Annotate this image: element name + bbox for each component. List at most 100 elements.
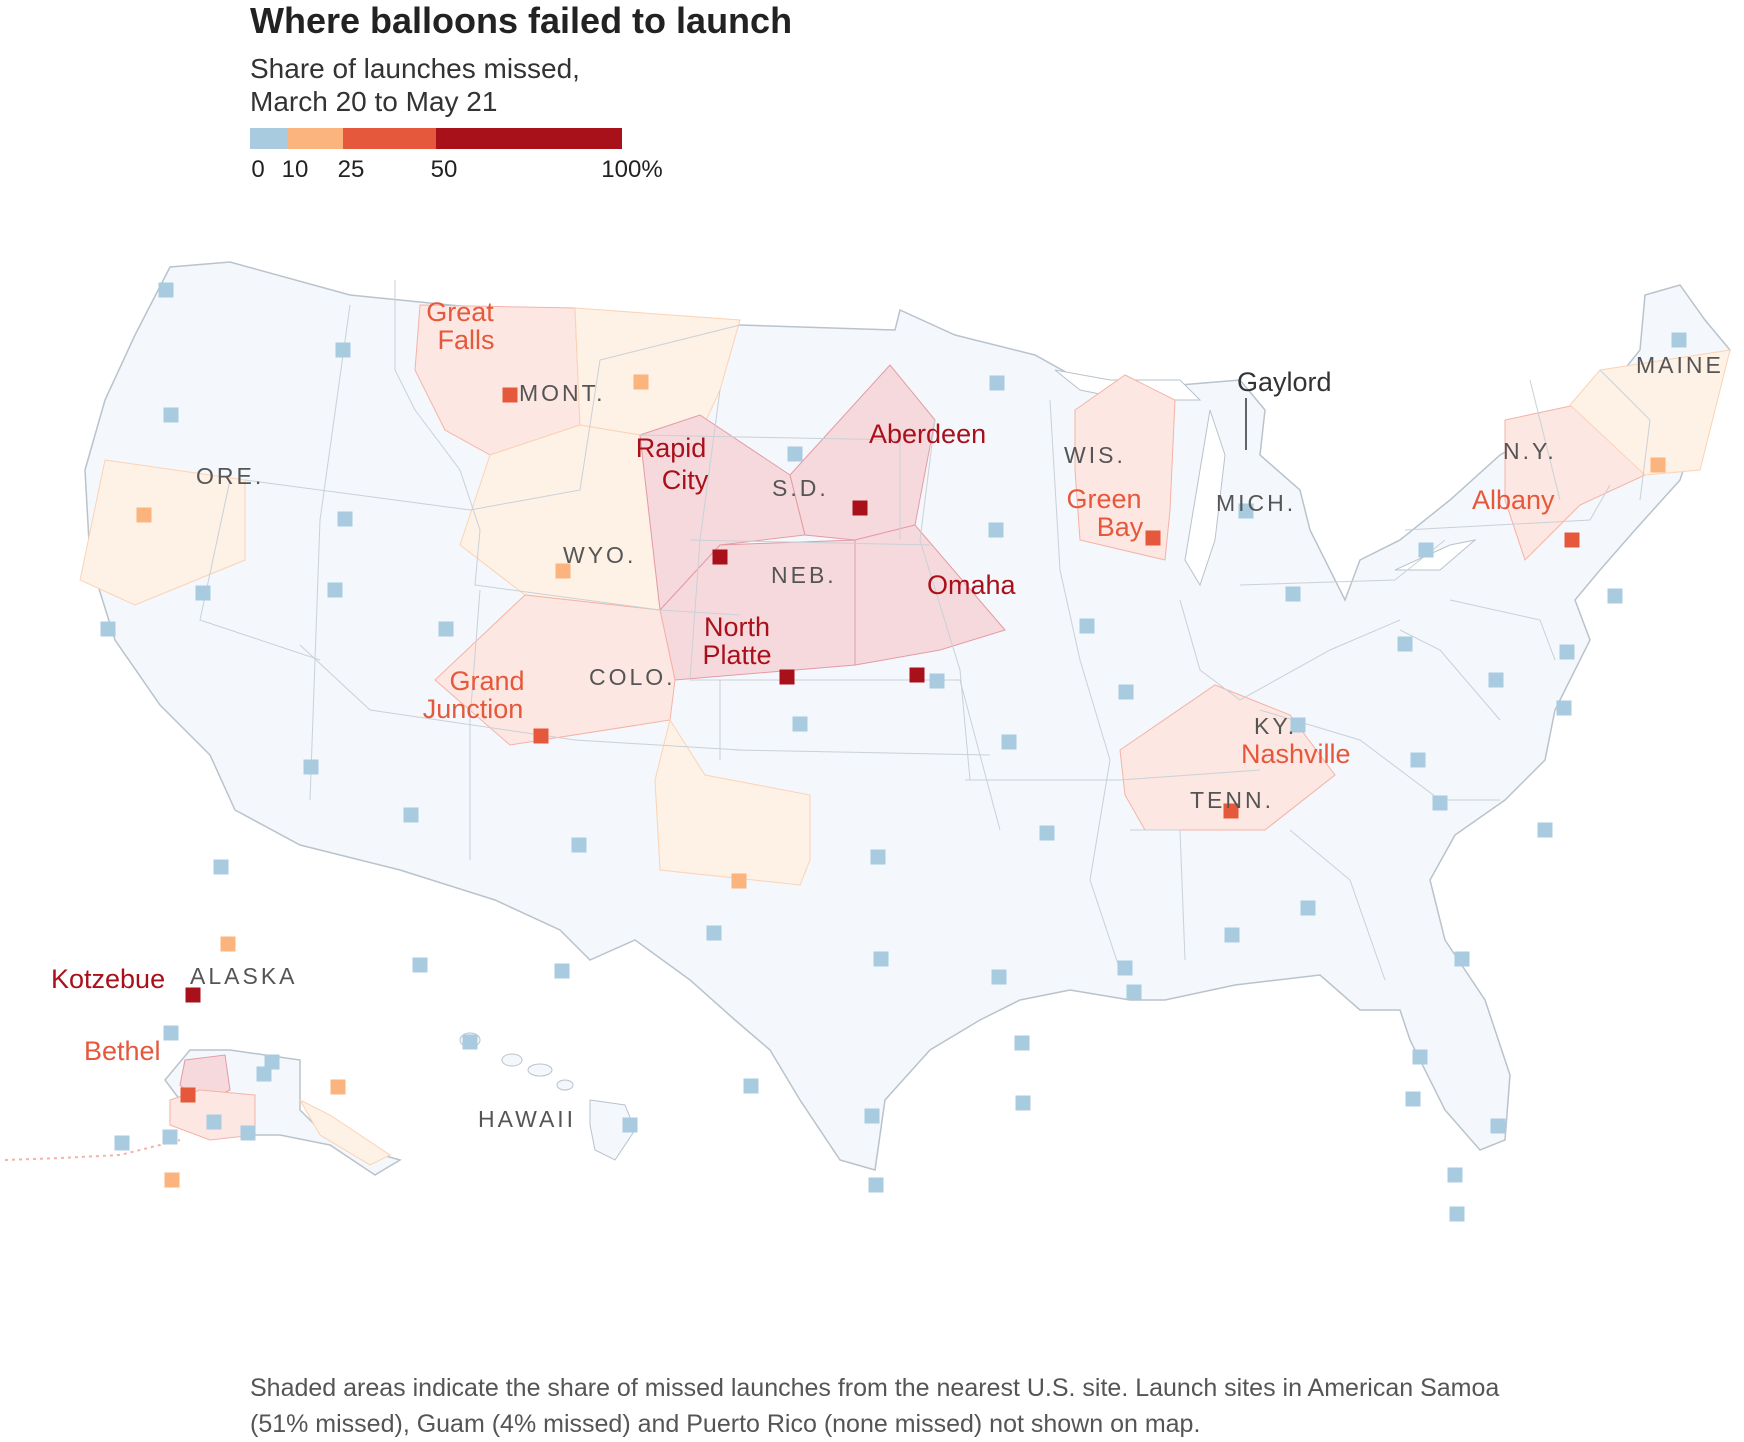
state-boundaries [199,280,1651,981]
site-marker [1118,684,1134,700]
site-label-kotzebue: Kotzebue [51,964,165,994]
state-label-alaska: ALASKA [190,963,298,989]
site-marker [264,1054,280,1070]
site-marker-great-falls [502,387,518,403]
site-marker [1300,900,1316,916]
site-marker [706,925,722,941]
site-label-green-bay-1: Green [1066,484,1141,514]
state-label-wis: WIS. [1064,442,1126,468]
site-marker [571,837,587,853]
subtitle-line-2: March 20 to May 21 [250,86,498,117]
site-marker [792,716,808,732]
site-marker [256,1066,272,1082]
site-marker [337,511,353,527]
launch-site-markers [100,282,1687,1222]
site-marker [988,522,1004,538]
site-marker [163,407,179,423]
site-marker [1397,636,1413,652]
legend-tick-50: 50 [430,156,458,183]
site-marker [622,1117,638,1133]
site-marker-bethel [180,1087,196,1103]
site-marker [1559,644,1575,660]
site-marker [162,1129,178,1145]
site-label-grand-junction-1: Grand [449,666,524,696]
site-label-aberdeen: Aberdeen [869,419,986,449]
site-label-rapid-city-2: City [662,465,709,495]
map-subtitle: Share of launches missed, March 20 to Ma… [250,52,770,118]
site-marker [1117,960,1133,976]
site-marker [1537,822,1553,838]
site-label-great-falls-2: Falls [437,325,494,355]
state-label-mich: MICH. [1216,490,1296,516]
state-label-sd: S.D. [772,475,829,501]
state-label-hawaii: HAWAII [478,1106,576,1132]
site-label-great-falls-1: Great [426,297,494,327]
region-omaha [854,524,1006,666]
site-marker [1412,1049,1428,1065]
site-marker [1015,1095,1031,1111]
legend-tick-10: 10 [281,156,309,183]
legend-tick-25: 25 [337,156,365,183]
site-marker [1432,795,1448,811]
site-label-north-platte-2: Platte [702,640,771,670]
site-marker [1079,618,1095,634]
site-marker [100,621,116,637]
site-marker [462,1034,478,1050]
site-marker [743,1078,759,1094]
aleutian-islands [4,1139,181,1161]
us-map: ORE. MONT. WYO. S.D. NEB. COLO. WIS. MIC… [4,261,1731,1222]
site-marker [438,621,454,637]
state-label-mont: MONT. [519,380,606,406]
site-marker [1490,1118,1506,1134]
site-marker [989,375,1005,391]
legend-tick-0: 0 [251,156,265,183]
site-marker [327,582,343,598]
site-marker [114,1135,130,1151]
site-marker [1039,825,1055,841]
color-legend: 0 10 25 50 100% [250,128,670,188]
site-marker [1290,717,1306,733]
site-label-rapid-city-1: Rapid [636,433,707,463]
site-marker [1410,752,1426,768]
site-marker [1014,1035,1030,1051]
footnote: Shaded areas indicate the share of misse… [250,1374,1500,1438]
site-marker [240,1125,256,1141]
site-marker [1447,1167,1463,1183]
site-marker-gaylord [1238,503,1254,519]
site-marker [633,374,649,390]
site-marker [1488,672,1504,688]
site-marker [1454,951,1470,967]
site-label-bethel: Bethel [84,1036,161,1066]
site-marker [412,957,428,973]
site-marker [206,1114,222,1130]
site-marker-omaha [909,667,925,683]
region-green-bay [1074,374,1176,561]
map-title: Where balloons failed to launch [250,0,793,41]
site-marker [1126,984,1142,1000]
state-label-wyo: WYO. [563,542,636,568]
hawaii-islands [459,1032,636,1161]
legend-bin-0-10 [250,128,287,149]
site-marker [403,807,419,823]
region-maine-south [1569,349,1731,476]
site-marker [731,873,747,889]
site-marker-north-platte [779,669,795,685]
site-marker-albany [1564,532,1580,548]
site-marker [1671,332,1687,348]
state-label-ky: KY. [1254,713,1297,739]
site-marker [929,673,945,689]
lake-michigan [1184,409,1226,587]
site-marker-grand-junction [533,728,549,744]
site-marker [1001,734,1017,750]
site-label-gaylord: Gaylord [1237,367,1332,397]
site-marker [1556,700,1572,716]
state-label-colo: COLO. [589,664,676,690]
legend-bin-50-100 [436,128,622,149]
state-label-ore: ORE. [196,463,264,489]
site-marker [1650,457,1666,473]
site-marker-kotzebue [185,987,201,1003]
site-marker-rapid-city [712,549,728,565]
alaska-region-southeast [298,1098,391,1166]
state-label-neb: NEB. [771,562,837,588]
site-marker-aberdeen [852,500,868,516]
